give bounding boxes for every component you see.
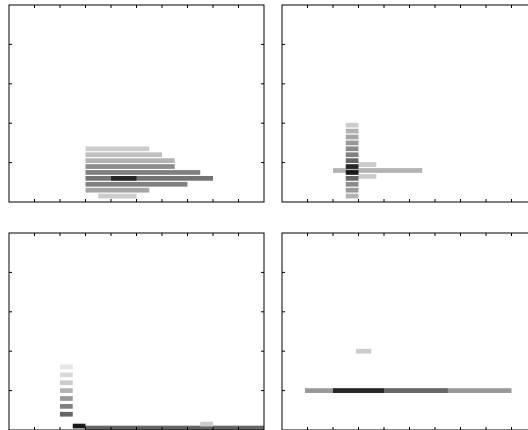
heat-cell	[359, 162, 377, 167]
heat-cell	[86, 182, 188, 187]
heat-cell	[346, 188, 359, 193]
heat-cell	[86, 188, 150, 193]
heat-cell	[86, 170, 201, 175]
page: (() => { const data = JSON.parse(documen…	[0, 0, 528, 430]
heat-cell	[346, 146, 359, 151]
heat-cell	[346, 164, 359, 169]
heat-cell	[86, 152, 163, 157]
heat-cell	[346, 135, 359, 140]
plot-frame	[282, 233, 528, 430]
heat-cell	[86, 146, 150, 151]
heat-cell	[333, 388, 384, 393]
heat-cell	[60, 412, 73, 417]
heat-cell	[60, 388, 73, 393]
heat-cell	[86, 176, 214, 181]
heat-cell	[60, 404, 73, 409]
chart-grid	[0, 0, 528, 430]
heat-cell	[346, 170, 359, 175]
heat-cell	[86, 426, 265, 430]
heat-cell	[86, 164, 175, 169]
heat-cell	[98, 194, 136, 199]
heat-cell	[346, 141, 359, 146]
heat-cell	[60, 365, 73, 370]
heat-cell	[111, 176, 137, 181]
heat-cell	[60, 380, 73, 385]
heat-cell	[346, 129, 359, 134]
heat-cell	[200, 422, 213, 427]
heat-cell	[356, 349, 371, 354]
heat-cell	[346, 158, 359, 163]
heat-cell	[73, 424, 86, 429]
heat-cell	[346, 152, 359, 157]
heat-cell	[359, 174, 377, 179]
heat-cell	[86, 158, 175, 163]
plot-frame	[9, 233, 264, 430]
heat-cell	[60, 396, 73, 401]
heat-cell	[346, 182, 359, 187]
heat-cell	[346, 123, 359, 128]
heat-cell	[60, 372, 73, 377]
heat-cell	[346, 194, 359, 199]
heat-cell	[384, 388, 448, 393]
heat-cell	[346, 176, 359, 181]
